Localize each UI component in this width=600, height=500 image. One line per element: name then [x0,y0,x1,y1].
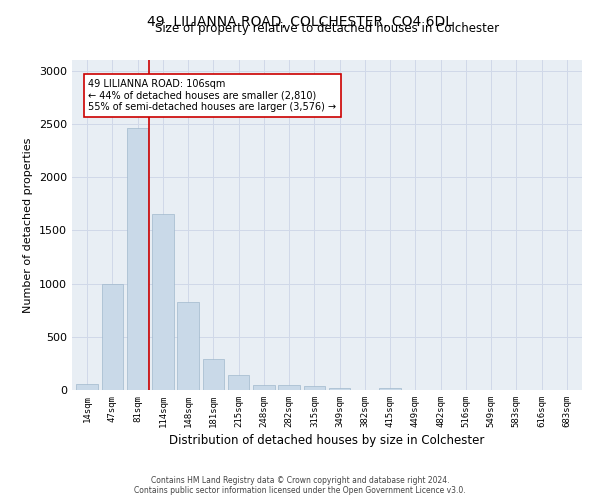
Bar [379,388,401,390]
Bar [329,388,350,390]
Bar [304,386,325,390]
Bar [152,214,173,390]
Bar [253,385,275,390]
X-axis label: Distribution of detached houses by size in Colchester: Distribution of detached houses by size … [169,434,485,447]
Bar [228,375,250,390]
Bar [203,359,224,390]
Bar [101,284,123,390]
Bar [178,302,199,390]
Bar [278,385,300,390]
Bar [76,384,98,390]
Text: 49, LILIANNA ROAD, COLCHESTER, CO4 6DL: 49, LILIANNA ROAD, COLCHESTER, CO4 6DL [147,15,453,29]
Y-axis label: Number of detached properties: Number of detached properties [23,138,34,312]
Bar [127,128,148,390]
Text: Contains HM Land Registry data © Crown copyright and database right 2024.
Contai: Contains HM Land Registry data © Crown c… [134,476,466,495]
Title: Size of property relative to detached houses in Colchester: Size of property relative to detached ho… [155,22,499,35]
Text: 49 LILIANNA ROAD: 106sqm
← 44% of detached houses are smaller (2,810)
55% of sem: 49 LILIANNA ROAD: 106sqm ← 44% of detach… [88,79,337,112]
